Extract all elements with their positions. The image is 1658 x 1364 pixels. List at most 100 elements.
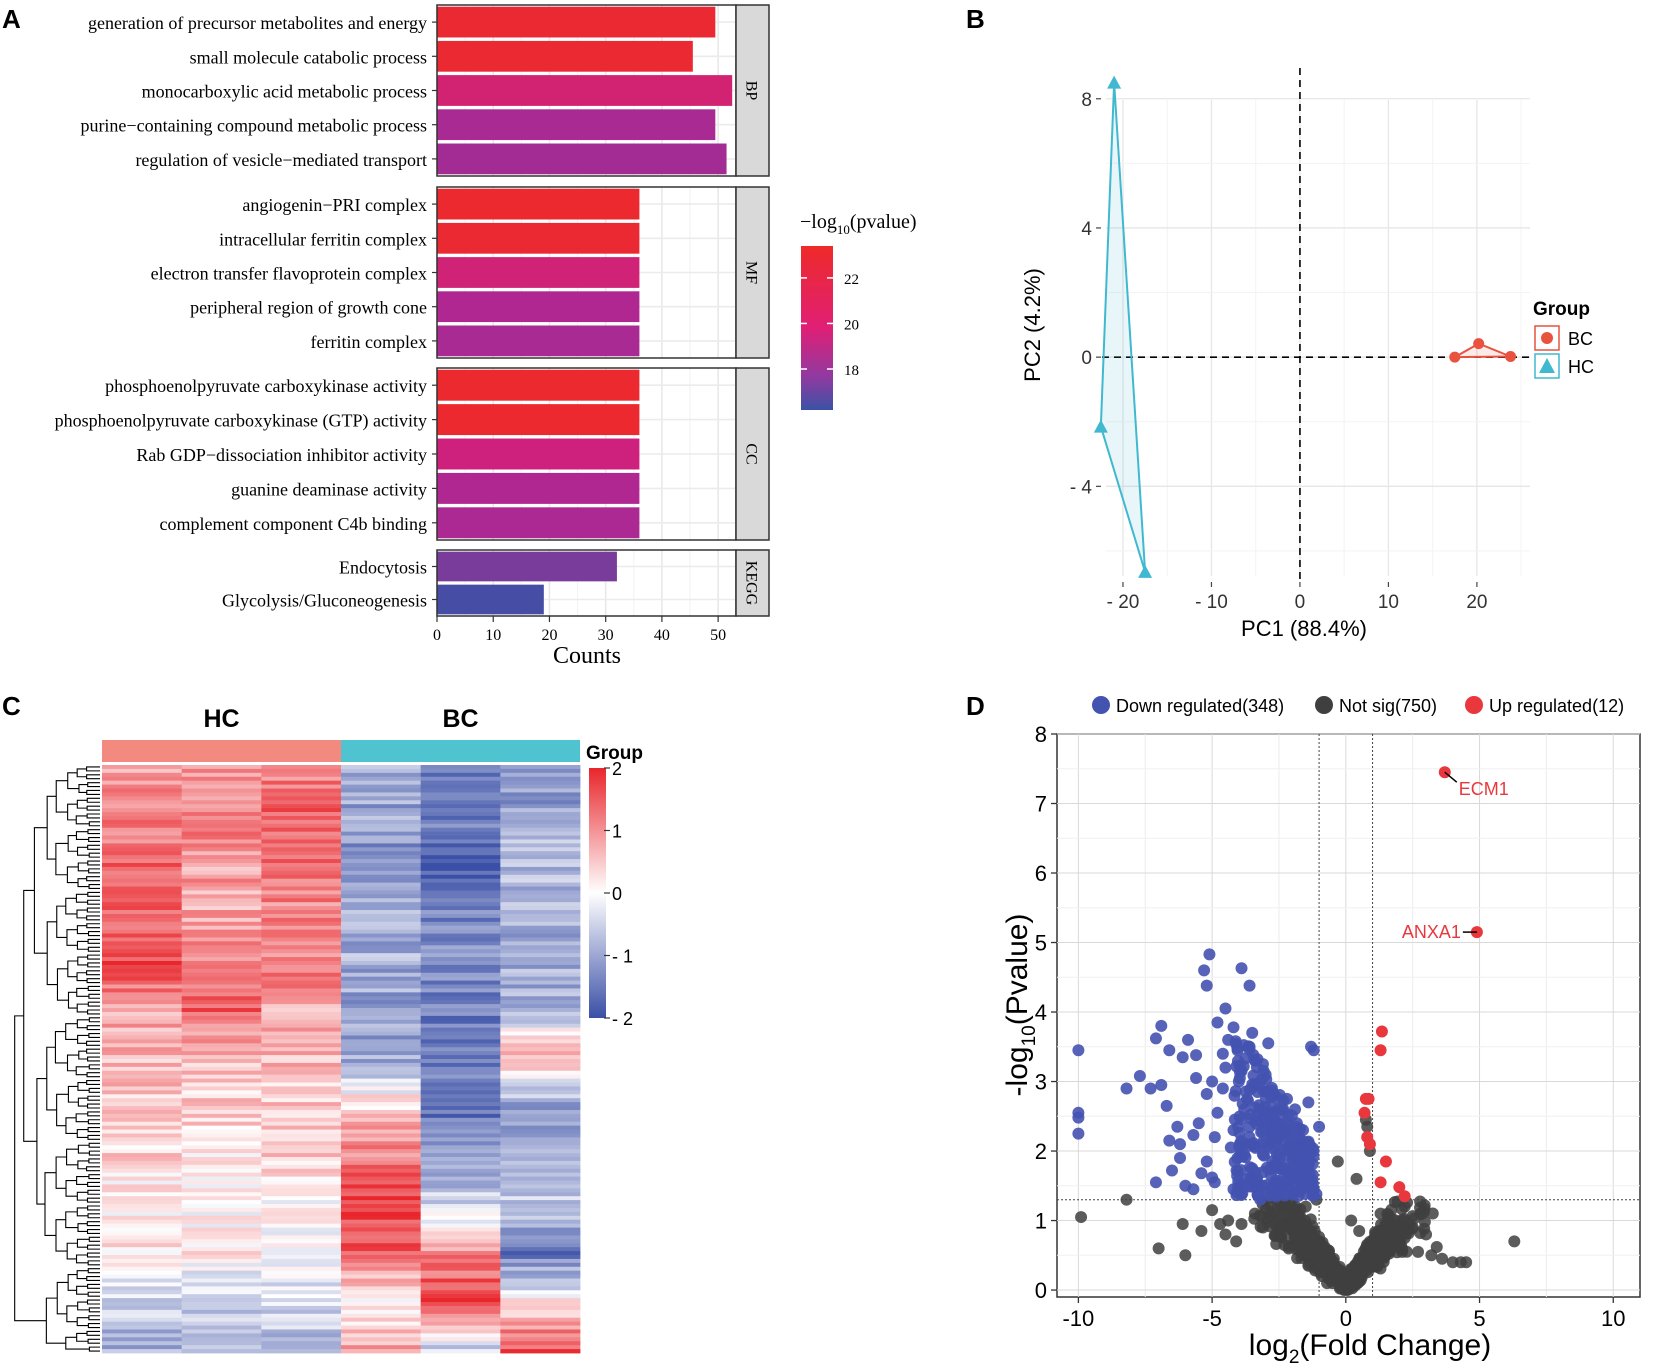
heatmap-cell [420,780,501,785]
dendrogram-branch [75,815,90,825]
heatmap-cell [261,1255,342,1260]
x-tick-label: 0 [1295,592,1306,613]
heatmap-cell [420,1078,501,1083]
heatmap-cell [500,804,581,809]
heatmap-cell [341,866,422,872]
heatmap-cell [420,972,501,978]
point-not-sig [1398,1200,1411,1213]
heatmap-cell [102,957,183,962]
heatmap-cell [420,1074,501,1079]
heatmap-cell [102,1008,183,1013]
facet-strip-label: KEGG [743,561,760,606]
heatmap-cell [102,1227,183,1232]
grid [1102,68,1530,582]
heatmap-cell [261,1309,342,1315]
point-not-sig [1195,1224,1208,1237]
heatmap-cell [341,894,422,899]
dendrogram-branch [67,960,78,978]
dendrogram-branch [56,1093,69,1127]
point-down-regulated [1072,1127,1085,1140]
dendrogram-branch [86,915,100,921]
heatmap-cell [102,765,183,770]
heatmap-cell [181,1059,262,1064]
heatmap-cell [500,1117,581,1123]
heatmap-cell [102,1078,183,1083]
heatmap-cell [500,1015,581,1021]
heatmap-cell [341,980,422,985]
point-not-sig [1338,1270,1351,1283]
heatmap-cell [102,819,183,825]
point-not-sig [1274,1212,1287,1225]
legend-label-up-regulated-12: Up regulated(12) [1489,696,1624,716]
heatmap-cell [500,776,581,782]
point-down-regulated [1246,1138,1259,1151]
heatmap-cell [500,929,581,934]
heatmap-cell [261,961,342,966]
heatmap-cell [500,1059,581,1064]
heatmap-cell [102,1117,183,1123]
heatmap-cell [181,1337,262,1342]
heatmap-cell [102,1031,183,1036]
dendrogram-branch [86,1040,100,1046]
heatmap-cell [500,815,581,821]
heatmap-cell [181,1196,262,1201]
heatmap-cell [420,1188,501,1193]
heatmap-cell [341,1282,422,1287]
heatmap-cell [181,1309,262,1315]
bar-label-complement-component-c4b-binding: complement component C4b binding [160,514,427,534]
heatmap-colorbar-ticks: 2 1 0 - 1 - 2 [604,759,633,1029]
heatmap-cell [181,1200,262,1205]
heatmap-cell [500,1062,581,1068]
heatmap-cell [341,1008,422,1013]
heatmap-cell [181,788,262,793]
dendrogram-branch [86,813,100,819]
point-down-regulated [1262,1186,1275,1199]
dendrogram-branch [86,1330,100,1336]
heatmap-cell [261,1031,342,1036]
heatmap-cell [181,890,262,895]
point-down-regulated [1072,1044,1085,1057]
point-down-regulated [1307,1044,1320,1057]
dendrogram-branch [86,970,100,976]
heatmap-cell [341,1255,422,1260]
heatmap-cell [500,1223,581,1228]
heatmap-cell [181,1188,262,1193]
heatmap-cell [420,961,501,966]
heatmap-cell [341,1129,422,1134]
x-axis-label: PC1 (88.4%) [1241,616,1367,641]
heatmap-cell [102,1090,183,1095]
dendrogram-branch [87,946,100,952]
heatmap-cell [420,1239,501,1244]
dendrogram-branch [77,1081,90,1091]
heatmap-cell [500,1176,581,1181]
heatmap-cell [181,1243,262,1248]
heatmap-cell [420,1309,501,1315]
dendrogram-branch [76,1332,89,1342]
bar-regulation-of-vesicle-mediated-transport [437,143,727,175]
heatmap-cell [181,1117,262,1123]
heatmap-cell [420,1247,501,1252]
heatmap-cell [341,1321,422,1326]
point-not-sig [1350,1273,1363,1286]
heatmap-cell [102,1337,183,1342]
heatmap-cell [181,878,262,883]
point-not-sig [1152,1242,1165,1255]
dendrogram-branch [87,1283,100,1289]
heatmap-cell [261,945,342,950]
heatmap-cell [420,945,501,950]
heatmap-cell [341,949,422,954]
dendrogram-branch [86,978,100,984]
heatmap-cell [420,1000,501,1005]
heatmap-cell [420,874,501,880]
heatmap-cell [420,1035,501,1040]
heatmap-cell [420,1008,501,1013]
heatmap-cell [341,839,422,844]
point-not-sig [1425,1249,1438,1262]
heatmap-cell [500,1074,581,1079]
heatmap-cell [500,1305,581,1311]
heatmap-cell [341,1094,422,1099]
heatmap-cell [420,1184,501,1189]
point-down-regulated [1264,1131,1277,1144]
heatmap-cell [181,1039,262,1044]
point-not-sig [1176,1218,1189,1231]
